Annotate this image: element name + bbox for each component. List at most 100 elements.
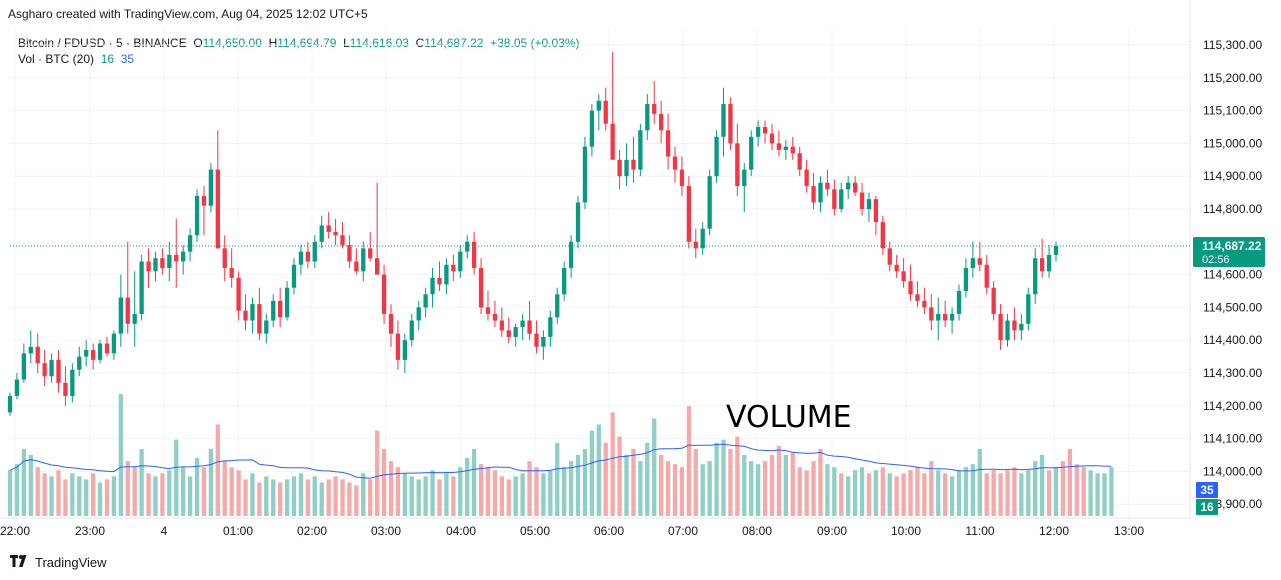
candle-body [326, 225, 331, 232]
candle-body [943, 313, 948, 321]
candle-body [894, 264, 899, 272]
candle-body [555, 294, 560, 318]
volume-bar [783, 455, 788, 516]
candle-body [721, 104, 726, 137]
volume-bar [735, 436, 740, 516]
y-tick-label: 114,500.00 [1203, 300, 1262, 314]
volume-badge-label: 16 [1200, 500, 1214, 514]
x-tick-label: 06:00 [594, 524, 624, 538]
last-price-label: 114,687.22 [1202, 239, 1262, 253]
volume-bar [340, 479, 345, 516]
volume-bar [755, 464, 761, 516]
candle-body [437, 277, 442, 285]
volume-bar [49, 476, 54, 516]
volume-bar [333, 476, 338, 516]
volume-bar [624, 455, 629, 516]
volume-bar [513, 476, 518, 516]
volume-bar [132, 467, 137, 516]
volume-bar [880, 467, 885, 516]
candle-body [589, 110, 595, 147]
candle-body [63, 382, 68, 396]
candle-body [603, 100, 608, 124]
candle-body [153, 258, 158, 272]
volume-bar [229, 467, 234, 516]
candle-body [915, 294, 920, 301]
y-tick-label: 115,100.00 [1203, 104, 1262, 118]
volume-bar [56, 470, 61, 516]
candle-body [194, 195, 200, 236]
candle-body [790, 146, 795, 154]
candle-body [222, 248, 227, 269]
last-price-badge [1193, 236, 1265, 267]
legend-high-key: H [268, 36, 278, 50]
volume-bar [1095, 473, 1100, 516]
legend-open-key: O [193, 36, 203, 50]
candle-body [887, 248, 892, 265]
candle-body [562, 268, 567, 295]
volume-bar [1039, 455, 1045, 516]
volume-bar [28, 455, 33, 516]
volume-bar [243, 479, 248, 516]
volume-bar [305, 479, 311, 516]
candle-body [707, 176, 712, 229]
candle-body [305, 251, 311, 262]
y-tick-label: 114,800.00 [1203, 202, 1262, 216]
volume-bar [963, 467, 969, 516]
volume-bar [797, 467, 802, 516]
volume-bar [1005, 470, 1010, 516]
legend-symbol[interactable]: Bitcoin / FDUSD · 5 · BINANCE [18, 36, 187, 50]
candle-body [846, 182, 851, 190]
volume-bar [700, 464, 705, 516]
candle-body [617, 159, 622, 177]
tradingview-brand-name: TradingView [35, 555, 107, 570]
tradingview-logo[interactable]: TradingView [10, 555, 107, 570]
volume-bar [125, 461, 130, 516]
volume-bar [444, 473, 449, 516]
candle-body [693, 241, 698, 249]
volume-bar [991, 470, 996, 516]
candle-body [908, 281, 913, 295]
volume-bar [84, 479, 89, 516]
volume-bar [970, 464, 976, 516]
volume-bar [832, 467, 837, 516]
x-tick-label: 01:00 [223, 524, 253, 538]
legend-high: 114,694.79 [277, 36, 337, 50]
candle-body [187, 235, 193, 252]
volume-bar [596, 424, 601, 516]
volume-bar [645, 442, 650, 516]
legend-ohlc-row: Bitcoin / FDUSD · 5 · BINANCE O114,650.0… [18, 35, 580, 51]
volume-bar [118, 394, 123, 516]
x-tick-label: 04:00 [446, 524, 476, 538]
candle-body [278, 300, 283, 318]
volume-bar [852, 470, 858, 516]
volume-bar [319, 482, 324, 516]
volume-annotation: VOLUME [726, 400, 852, 435]
x-tick-label: 03:00 [371, 524, 401, 538]
candle-body [936, 313, 941, 321]
candle-body [388, 313, 394, 334]
legend-volume-label[interactable]: Vol · BTC (20) [18, 52, 95, 66]
candle-body [568, 241, 574, 269]
volume-bar [347, 482, 352, 516]
candle-body [742, 169, 747, 187]
candle-body [492, 313, 498, 321]
candle-body [361, 248, 366, 272]
volume-bar [652, 418, 657, 516]
candle-body [859, 192, 865, 209]
volume-bar [686, 406, 692, 516]
y-tick-label: 115,000.00 [1203, 136, 1262, 150]
candle-body [1019, 323, 1024, 331]
candle-body [70, 369, 75, 396]
volume-bar [575, 455, 581, 516]
volume-bar [361, 473, 366, 516]
candle-body [541, 336, 546, 347]
volume-bar [520, 473, 525, 516]
volume-bar [264, 476, 269, 516]
candle-body [77, 356, 82, 370]
volume-bar [14, 464, 20, 516]
candle-body [56, 359, 61, 383]
volume-bar [7, 470, 13, 516]
volume-bar [603, 442, 608, 516]
candle-body [7, 395, 13, 413]
